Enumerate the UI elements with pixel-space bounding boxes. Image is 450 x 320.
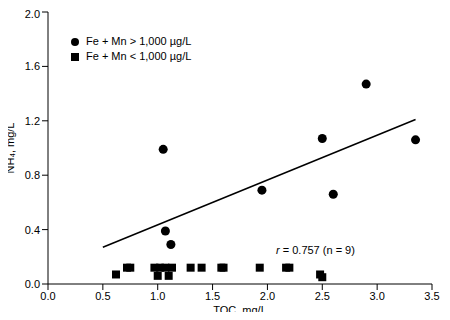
html-text:Fe + Mn > 1,000 µg/L: Fe + Mn > 1,000 µg/L (86, 35, 192, 47)
svg-text:0.0: 0.0 (40, 290, 55, 302)
svg-text:1.2: 1.2 (25, 115, 40, 127)
svg-text:1.0: 1.0 (150, 290, 165, 302)
svg-text:NH₄, mg/L: NH₄, mg/L (8, 123, 16, 174)
svg-text:0.8: 0.8 (25, 169, 40, 181)
svg-text:2.0: 2.0 (260, 290, 275, 302)
svg-text:TOC, mg/L: TOC, mg/L (213, 304, 267, 312)
svg-text:1.5: 1.5 (205, 290, 220, 302)
html-text:r = 0.757 (n = 9): r = 0.757 (n = 9) (276, 244, 355, 256)
svg-text:0.0: 0.0 (25, 278, 40, 290)
svg-text:2.5: 2.5 (315, 290, 330, 302)
svg-text:0.5: 0.5 (95, 290, 110, 302)
svg-text:3.5: 3.5 (424, 290, 439, 302)
svg-text:2.0: 2.0 (25, 8, 40, 20)
svg-text:3.0: 3.0 (369, 290, 384, 302)
svg-text:0.4: 0.4 (25, 224, 40, 236)
svg-text:1.6: 1.6 (25, 60, 40, 72)
html-text:Fe + Mn < 1,000 µg/L: Fe + Mn < 1,000 µg/L (86, 50, 192, 62)
